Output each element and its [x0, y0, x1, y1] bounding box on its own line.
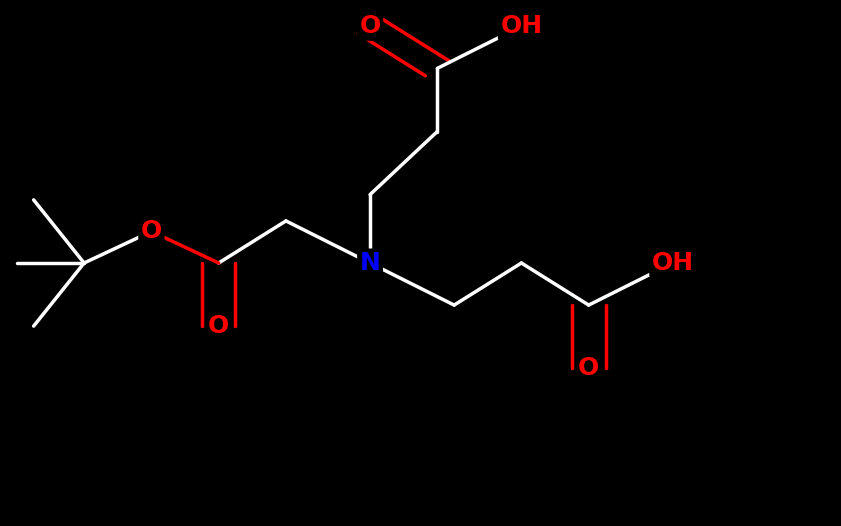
- Text: O: O: [359, 14, 381, 38]
- Text: OH: OH: [500, 14, 542, 38]
- Text: O: O: [208, 314, 230, 338]
- Text: O: O: [140, 219, 162, 244]
- Text: N: N: [360, 251, 380, 275]
- Text: O: O: [578, 356, 600, 380]
- Text: OH: OH: [652, 251, 694, 275]
